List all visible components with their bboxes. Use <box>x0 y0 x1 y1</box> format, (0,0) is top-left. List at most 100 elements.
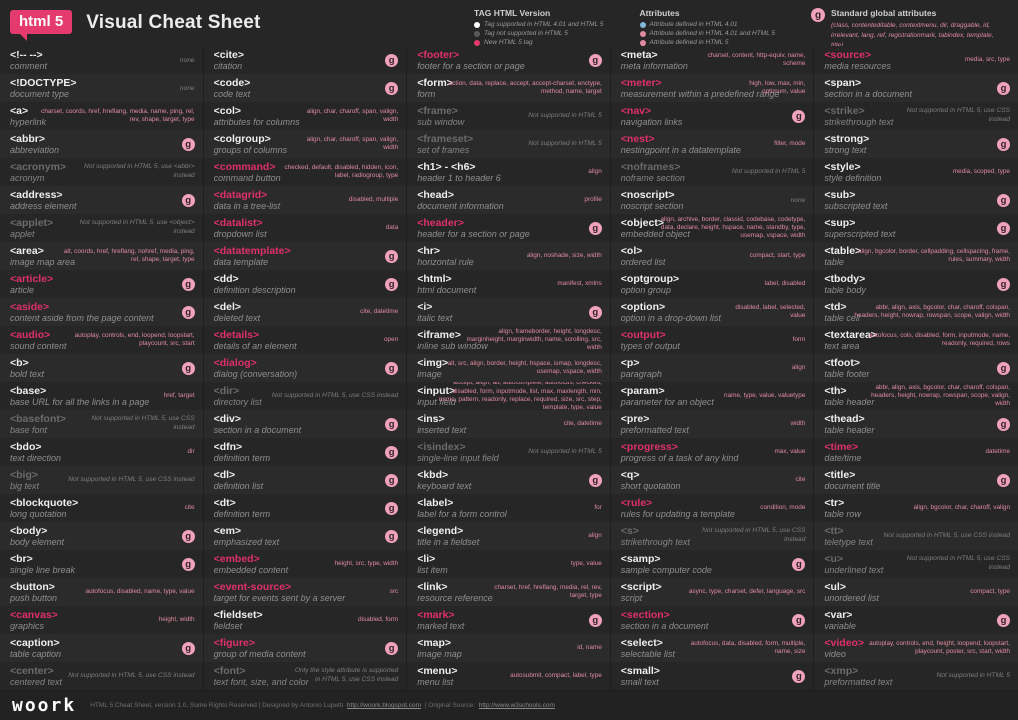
tag-entry: <bdo> text direction dir <box>0 438 203 466</box>
tag-entry: <meter> measurement within a predefined r… <box>610 74 814 102</box>
tag-info: <br> single line break <box>10 553 75 576</box>
tag-name: <source> <box>824 48 872 61</box>
global-attrs-badge: g <box>997 473 1010 487</box>
tag-info: <optgroup> option group <box>621 273 679 296</box>
tag-entry: <script> script async, type, charset, defe… <box>610 578 814 606</box>
attribute-list: align, bgcolor, border, cellpadding, cel… <box>857 247 1010 263</box>
global-attrs-badge: g <box>792 557 806 571</box>
attribute-list: form <box>792 335 806 343</box>
attribute-list: autoplay, controls, end, loopend, loopst… <box>74 331 195 347</box>
tag-info: <footer> footer for a section or page <box>417 49 525 72</box>
html5-logo-text: html 5 <box>19 13 64 30</box>
tag-entry: <th> table header abbr, align, axis, bgcol… <box>814 382 1018 410</box>
tag-info: <progress> progress of a task of any kind <box>621 441 739 464</box>
tag-description: noscript section <box>620 200 684 211</box>
tag-entry: <textarea> text area autofocus, cols, disa… <box>814 326 1018 354</box>
tag-name: <big> <box>10 468 39 481</box>
tag-meta: g <box>256 81 399 95</box>
tag-name: <section> <box>620 608 670 621</box>
tag-name: <details> <box>213 328 260 341</box>
tag-info: <datagrid> data in a tree-list <box>214 189 281 212</box>
tag-entry: <dt> definition term g <box>204 494 407 522</box>
tag-meta: charset, href, hreflang, media, rel, rev… <box>485 583 602 601</box>
tag-entry: <video> video autoplay, controls, end, hei… <box>814 634 1018 662</box>
tag-name: <dialog> <box>213 356 257 369</box>
tag-info: <tr> table row <box>824 497 861 520</box>
attribute-list: charset, content, http-equiv, name, sche… <box>707 51 806 67</box>
tag-meta: g <box>901 221 1010 235</box>
tag-info: <event-source> target for events sent by … <box>214 581 346 604</box>
tag-description: emphasized text <box>213 536 280 547</box>
tag-description: deleted text <box>213 312 261 323</box>
global-attrs-badge: g <box>181 277 195 291</box>
attribute-list: charset, coords, href, hreflang, media, … <box>41 107 195 123</box>
tag-name: <dfn> <box>213 440 243 453</box>
global-attrs-badge: g <box>385 361 399 375</box>
support-note: Not supported in HTML 5, use CSS instead <box>68 475 195 483</box>
legend-item: Attribute defined in HTML 5 <box>639 39 776 46</box>
tag-meta: g <box>302 277 399 291</box>
tag-name: <blockquote> <box>10 496 79 509</box>
support-note: Not supported in HTML 5 <box>936 671 1010 679</box>
support-note: Not supported in HTML 5 <box>731 167 806 175</box>
tag-info: <dir> directory list <box>214 385 262 408</box>
tag-description: sub window <box>417 116 465 127</box>
tag-description: definition term <box>213 508 271 519</box>
support-note: Not supported in HTML 5 <box>528 111 602 119</box>
attribute-list: align <box>588 531 602 539</box>
global-attrs-badge: g <box>385 641 399 655</box>
tag-meta: g <box>285 529 399 543</box>
support-note: Not supported in HTML 5, use CSS instead <box>271 391 399 399</box>
global-attrs-badge: g <box>997 417 1010 431</box>
tag-entry: <object> embedded object align, archive, b… <box>611 214 814 242</box>
attribute-list: align, frameborder, height, longdesc, ma… <box>466 327 602 352</box>
source-link[interactable]: http://www.w3schools.com <box>478 702 555 709</box>
tag-entry: <caption> table caption g <box>0 634 203 662</box>
tag-info: <sup> superscripted text <box>824 217 895 240</box>
tag-description: citation <box>213 60 243 71</box>
tag-name: <hr> <box>417 244 440 257</box>
tag-name: <style> <box>824 160 861 173</box>
tag-entry: <base> base URL for all the links in a pa… <box>0 382 203 410</box>
tag-meta: profile <box>510 196 601 204</box>
footer-credit-text-1: HTML 5 Cheat Sheet, version 1.0, Some Ri… <box>90 702 345 709</box>
tag-info: <iframe> inline sub window <box>417 329 488 352</box>
tag-info: <noframes> noframe section <box>621 161 685 184</box>
column-1: <!-- --> comment none <!DOCTYPE> document ty… <box>0 46 204 690</box>
tag-info: <th> table header <box>824 385 874 408</box>
tag-info: <title> document title <box>824 469 880 492</box>
tag-name: <ins> <box>417 412 445 425</box>
tag-meta: align, char, charoff, span, valign, widt… <box>292 136 399 153</box>
tag-name: <param> <box>620 384 665 397</box>
tag-meta: Not supported in HTML 5 <box>898 672 1010 681</box>
tag-description: option in a drop-down list <box>620 312 721 323</box>
tag-description: attributes for columns <box>213 116 300 127</box>
attribute-list: charset, href, hreflang, media, rel, rev… <box>494 583 602 599</box>
tag-description: table <box>824 256 844 267</box>
tag-description: sample computer code <box>620 564 712 575</box>
tag-name: <nav> <box>620 104 652 117</box>
tag-meta: filter, mode <box>747 140 805 148</box>
tag-name: <object> <box>620 216 664 229</box>
column-2: <cite> citation g <code> code text g <col> attr… <box>203 46 408 690</box>
tag-name: <base> <box>10 384 47 397</box>
tag-info: <embed> embedded content <box>214 553 289 576</box>
tag-name: <cite> <box>213 48 244 61</box>
attribute-list: align <box>588 167 602 175</box>
tag-meta: g <box>70 529 195 543</box>
no-attributes-label: none <box>790 196 806 204</box>
tag-entry: <div> section in a document g <box>203 410 407 438</box>
tag-meta: Only the style attribute is supported in… <box>289 667 398 685</box>
tag-entry: <ins> inserted text cite, datetime <box>407 410 610 438</box>
designer-link[interactable]: http://woork.blogspot.com <box>346 702 421 709</box>
tag-description: small text <box>620 676 659 687</box>
tag-description: italic text <box>417 312 453 323</box>
tag-meta: g <box>718 557 806 571</box>
global-attrs-badge: g <box>588 53 602 67</box>
tag-entry: <del> deleted text cite, datetime <box>203 298 407 326</box>
tag-description: list item <box>417 564 448 575</box>
support-note: Not supported in HTML 5 <box>528 447 602 455</box>
tag-name: <table> <box>824 244 862 257</box>
tag-description: navigation links <box>620 116 683 127</box>
tag-meta: Not supported in HTML 5, use <abbr> inst… <box>69 163 195 181</box>
